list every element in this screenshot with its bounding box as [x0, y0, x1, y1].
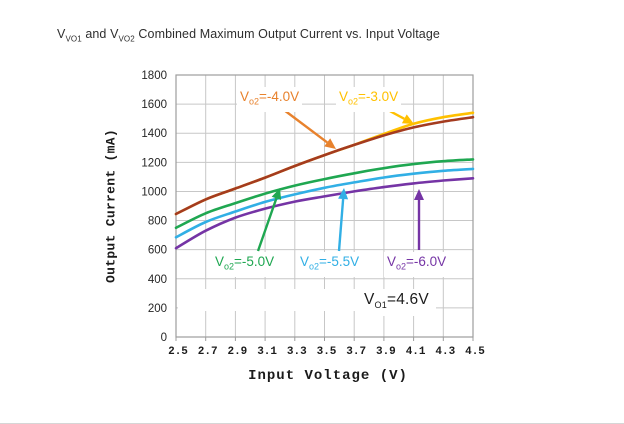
title-v1-subscript: VO1: [65, 34, 82, 44]
x-tick-labels: 2.5 2.7 2.9 3.1 3.3 3.5 3.7 3.9 4.1 4.3 4.5: [168, 346, 485, 358]
annotation-label-4: Vo2=-6.0V: [384, 252, 450, 277]
svg-text:2.7: 2.7: [198, 346, 218, 358]
svg-text:1600: 1600: [141, 99, 167, 111]
svg-text:800: 800: [148, 216, 167, 228]
svg-text:3.7: 3.7: [346, 346, 366, 358]
x-axis-title: Input Voltage (V): [248, 368, 408, 384]
x-tick-marks: [175, 337, 474, 341]
series-line-2: [174, 158, 475, 230]
chart-title: VVO1 and VVO2 Combined Maximum Output Cu…: [57, 27, 440, 44]
svg-text:600: 600: [148, 245, 167, 257]
svg-text:4.3: 4.3: [435, 346, 455, 358]
svg-text:2.5: 2.5: [168, 346, 188, 358]
svg-text:1400: 1400: [141, 128, 167, 140]
svg-text:3.5: 3.5: [317, 346, 337, 358]
y-tick-labels: 0 200 400 600 800 1000 1200 1400 1600 1800: [141, 70, 167, 344]
title-rest: Combined Maximum Output Current vs. Inpu…: [134, 27, 440, 41]
annotation-arrow-2: [256, 188, 282, 252]
svg-text:4.5: 4.5: [465, 346, 485, 358]
annotation-label-0: Vo2=-4.0V: [237, 87, 303, 112]
annotation-arrow-0: [283, 109, 336, 149]
svg-text:1800: 1800: [141, 70, 167, 82]
svg-text:200: 200: [148, 303, 167, 315]
title-v2-subscript: VO2: [118, 34, 135, 44]
svg-text:1000: 1000: [141, 186, 167, 198]
svg-text:3.1: 3.1: [257, 346, 277, 358]
series-line-3: [174, 167, 475, 239]
svg-text:0: 0: [161, 332, 167, 344]
annotation-label-1: Vo2=-3.0V: [336, 87, 402, 112]
svg-text:400: 400: [148, 274, 167, 286]
annotation-label-5: VO1=4.6V: [361, 289, 432, 317]
series-line-1: [174, 115, 475, 216]
title-joiner: and: [81, 27, 111, 41]
svg-text:1200: 1200: [141, 157, 167, 169]
title-v1: V: [57, 27, 66, 41]
svg-text:3.3: 3.3: [287, 346, 307, 358]
title-v2: V: [110, 27, 119, 41]
annotation-arrow-3: [337, 188, 349, 252]
annotation-label-2: Vo2=-5.0V: [212, 252, 278, 277]
svg-text:2.9: 2.9: [227, 346, 247, 358]
annotation-arrow-4: [414, 189, 424, 250]
series-line-4: [174, 177, 475, 250]
annotation-label-3: Vo2=-5.5V: [297, 252, 363, 277]
svg-text:3.9: 3.9: [376, 346, 396, 358]
svg-text:4.1: 4.1: [406, 346, 426, 358]
